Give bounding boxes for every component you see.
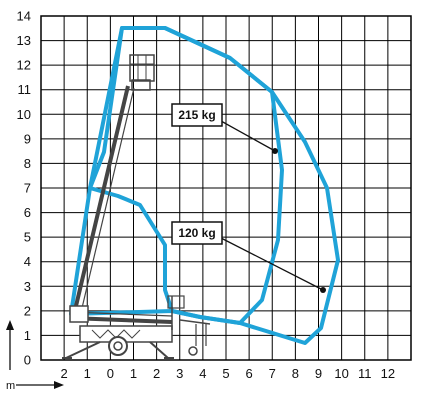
x-tick-label: 4 <box>199 366 206 381</box>
y-tick-label: 8 <box>24 156 31 171</box>
leader-dot-120kg <box>320 287 326 293</box>
y-axis-arrow <box>6 320 14 370</box>
y-tick-label: 4 <box>24 254 31 269</box>
leader-line-120kg <box>220 237 324 291</box>
y-tick-label: 2 <box>24 303 31 318</box>
x-axis-arrow <box>16 381 64 389</box>
lift-machine-drawing <box>62 54 211 359</box>
x-tick-label: 1 <box>84 366 91 381</box>
x-tick-labels: 2 1 0 1 2 3 4 5 6 7 8 9 10 11 12 <box>61 366 396 381</box>
y-tick-label: 11 <box>18 82 32 97</box>
x-tick-label: 0 <box>107 366 114 381</box>
x-tick-label: 2 <box>61 366 68 381</box>
x-tick-label: 6 <box>246 366 253 381</box>
x-tick-label: 2 <box>153 366 160 381</box>
envelope-215kg <box>88 26 284 325</box>
y-tick-label: 10 <box>17 107 31 122</box>
x-tick-label: 10 <box>334 366 348 381</box>
x-tick-label: 9 <box>315 366 322 381</box>
load-label-120kg: 120 kg <box>171 221 223 245</box>
y-tick-label: 12 <box>17 58 31 73</box>
load-label-120kg-text: 120 kg <box>178 226 215 240</box>
y-tick-label: 14 <box>17 9 31 24</box>
y-tick-label: 3 <box>24 279 31 294</box>
x-tick-label: 1 <box>130 366 137 381</box>
x-tick-label: 3 <box>176 366 183 381</box>
y-tick-label: 0 <box>24 353 31 368</box>
load-label-215kg-text: 215 kg <box>178 108 215 122</box>
x-tick-label: 8 <box>292 366 299 381</box>
grid <box>40 15 412 361</box>
x-tick-label: 11 <box>358 366 372 381</box>
y-tick-label: 9 <box>24 131 31 146</box>
y-tick-label: 6 <box>24 205 31 220</box>
leader-dot-215kg <box>272 148 278 154</box>
y-tick-label: 5 <box>24 230 31 245</box>
y-tick-label: 7 <box>24 181 31 196</box>
load-label-215kg: 215 kg <box>171 103 223 127</box>
x-axis-unit: m <box>6 380 15 392</box>
x-tick-label: 5 <box>222 366 229 381</box>
x-tick-label: 7 <box>269 366 276 381</box>
y-tick-label: 13 <box>17 33 31 48</box>
x-tick-label: 12 <box>381 366 395 381</box>
y-tick-label: 1 <box>24 328 31 343</box>
leader-line-215kg <box>220 120 276 152</box>
